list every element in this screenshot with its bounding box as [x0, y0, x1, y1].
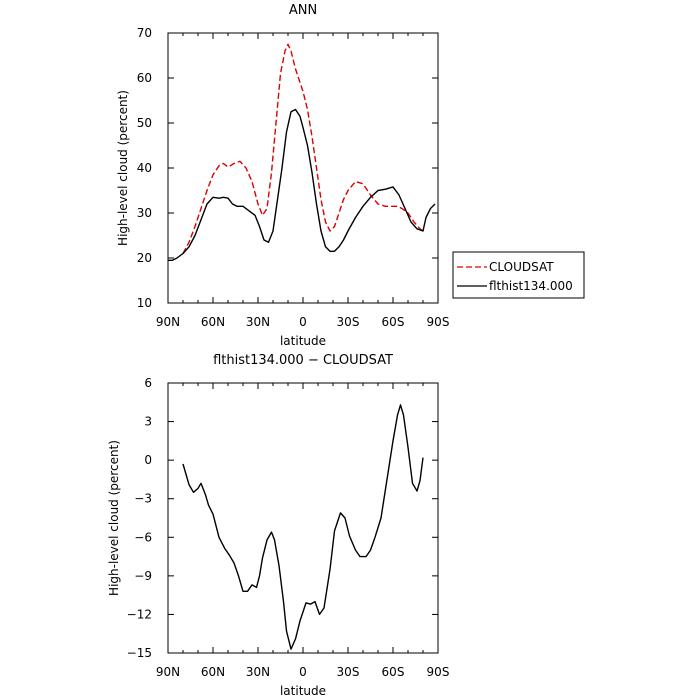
- top-panel-title: ANN: [289, 3, 317, 18]
- bottom-panel-y-ticks: −15 −12 −9 −6 −3 0 3 6: [127, 376, 438, 660]
- top-panel-y-ticks: 10 20 30 40 50 60 70: [137, 26, 438, 310]
- bottom-panel-x-tick-label: 60S: [382, 665, 405, 679]
- top-panel-series-cloudsat: [182, 43, 424, 254]
- legend-box: [452, 251, 585, 299]
- legend-label-cloudsat: CLOUDSAT: [489, 260, 554, 274]
- bottom-panel-x-ticks: 90N 60N 30N 0 30S 60S 90S: [156, 383, 450, 679]
- top-panel-y-tick-label: 30: [137, 206, 152, 220]
- bottom-panel-title: flthist134.000 − CLOUDSAT: [213, 353, 393, 368]
- top-panel-y-tick-label: 70: [137, 26, 152, 40]
- top-panel-y-tick-label: 20: [137, 251, 152, 265]
- legend: CLOUDSAT flthist134.000: [452, 251, 585, 299]
- bottom-panel-y-tick-label: −6: [134, 530, 152, 544]
- bottom-panel-y-tick-label: −12: [127, 607, 152, 621]
- top-panel-x-tick-label: 60S: [382, 315, 405, 329]
- bottom-panel-x-tick-label: 0: [299, 665, 307, 679]
- top-panel-x-ticks: 90N 60N 30N 0 30S 60S 90S: [156, 33, 450, 329]
- top-panel-y-tick-label: 60: [137, 71, 152, 85]
- top-panel-y-axis-label: High-level cloud (percent): [116, 90, 130, 246]
- top-panel-x-tick-label: 90S: [427, 315, 450, 329]
- bottom-panel: flthist134.000 − CLOUDSAT 90N 60N 30N 0 30S 6…: [107, 353, 449, 698]
- top-panel-series-flthist134-000: [168, 108, 436, 261]
- top-panel-x-axis-label: latitude: [280, 334, 326, 348]
- top-panel-x-tick-label: 90N: [156, 315, 180, 329]
- top-panel-series-layer: [168, 43, 436, 261]
- bottom-panel-y-tick-label: −3: [134, 492, 152, 506]
- bottom-panel-series-layer: [182, 404, 424, 650]
- bottom-panel-x-tick-label: 30S: [337, 665, 360, 679]
- top-panel-x-tick-label: 0: [299, 315, 307, 329]
- bottom-panel-y-tick-label: 3: [144, 415, 152, 429]
- bottom-panel-y-axis-label: High-level cloud (percent): [107, 440, 121, 596]
- top-panel-x-tick-label: 60N: [201, 315, 225, 329]
- legend-label-flthist134: flthist134.000: [489, 279, 573, 293]
- bottom-panel-x-tick-label: 90N: [156, 665, 180, 679]
- top-panel-frame: [167, 32, 439, 304]
- bottom-panel-x-tick-label: 60N: [201, 665, 225, 679]
- top-panel-x-tick-label: 30S: [337, 315, 360, 329]
- top-panel: ANN 90N 60N 30N 0 30S 60S 90S 10 20 30 40 50 60 70 l…: [116, 3, 449, 348]
- bottom-panel-x-axis-label: latitude: [280, 684, 326, 698]
- bottom-panel-y-tick-label: 6: [144, 376, 152, 390]
- top-panel-y-tick-label: 50: [137, 116, 152, 130]
- top-panel-y-tick-label: 10: [137, 296, 152, 310]
- top-panel-x-tick-label: 30N: [246, 315, 270, 329]
- bottom-panel-series-line-0: [182, 404, 424, 650]
- bottom-panel-y-tick-label: 0: [144, 453, 152, 467]
- bottom-panel-x-tick-label: 30N: [246, 665, 270, 679]
- bottom-panel-y-tick-label: −9: [134, 569, 152, 583]
- bottom-panel-y-tick-label: −15: [127, 646, 152, 660]
- bottom-panel-x-tick-label: 90S: [427, 665, 450, 679]
- top-panel-y-tick-label: 40: [137, 161, 152, 175]
